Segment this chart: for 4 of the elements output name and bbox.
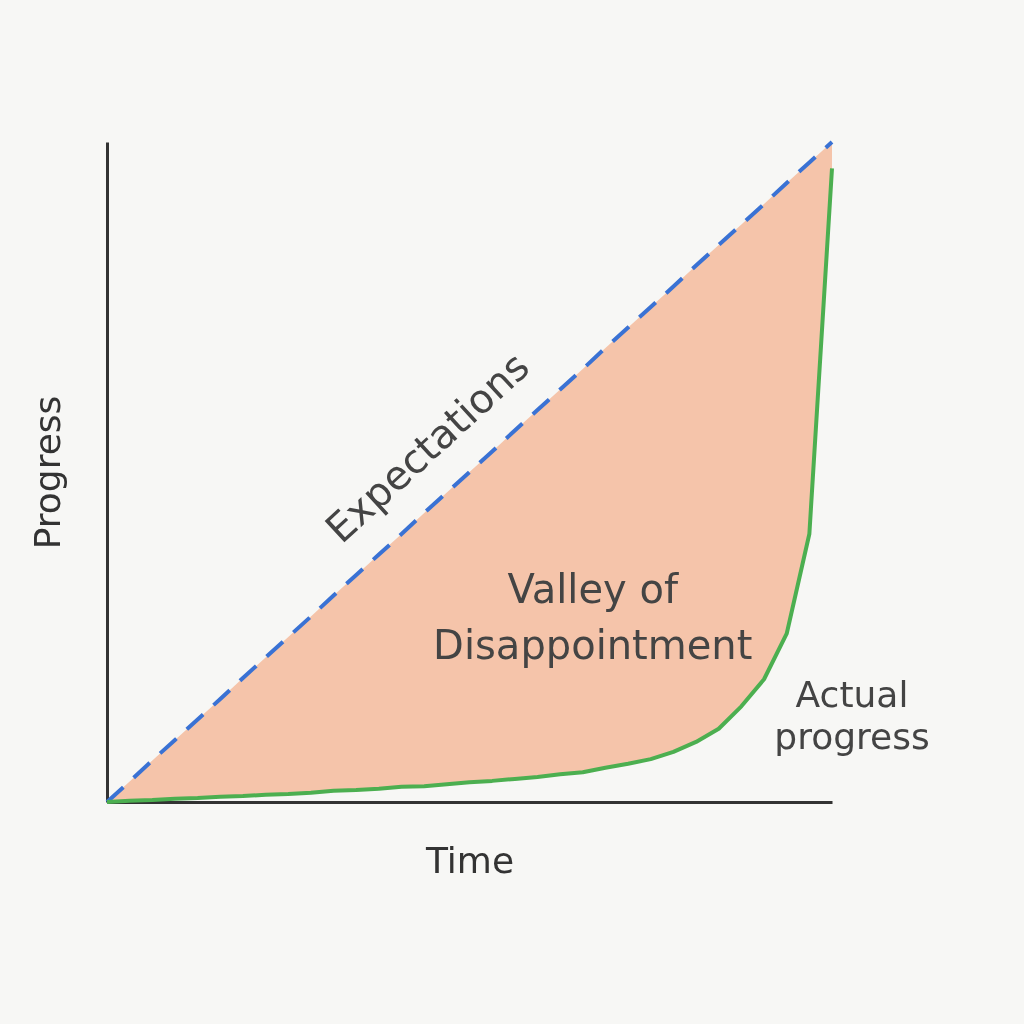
x-axis-title: Time: [424, 839, 515, 881]
annotation: Valley of Disappointment: [433, 565, 753, 668]
series-label: Actual progress: [774, 674, 930, 758]
y-axis-title: Progress: [26, 395, 68, 550]
